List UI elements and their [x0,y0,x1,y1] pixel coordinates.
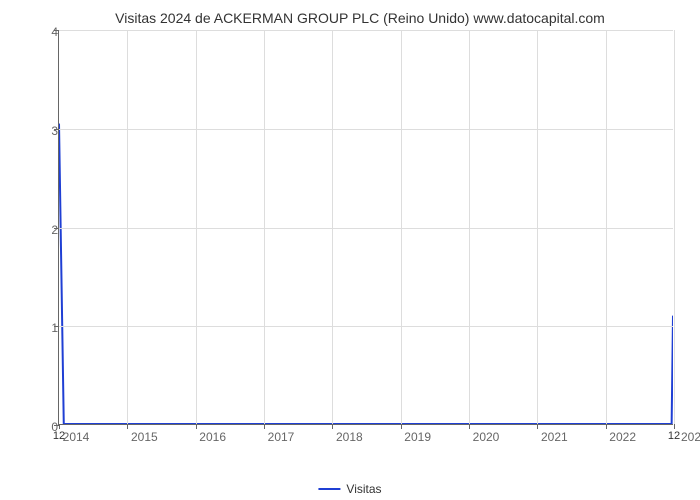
x-tick-mark [537,424,538,429]
y-tick-label: 0 [28,420,58,434]
x-tick-mark [196,424,197,429]
x-tick-mark [469,424,470,429]
x-tick-label: 2015 [131,430,158,444]
x-tick-mark [332,424,333,429]
grid-h [59,326,673,327]
legend: Visitas [318,482,381,496]
x-tick-mark [674,424,675,429]
plot-inner: 1212 [58,30,673,425]
chart-title: Visitas 2024 de ACKERMAN GROUP PLC (Rein… [40,10,680,26]
grid-h [59,30,673,31]
x-tick-label: 2021 [541,430,568,444]
x-tick-label: 2014 [63,430,90,444]
x-tick-label: 202 [681,430,700,444]
x-tick-label: 2019 [404,430,431,444]
x-tick-mark [127,424,128,429]
x-tick-mark [401,424,402,429]
y-tick-label: 3 [28,124,58,138]
grid-h [59,228,673,229]
x-tick-label: 2017 [268,430,295,444]
x-tick-label: 2020 [473,430,500,444]
grid-h [59,129,673,130]
y-tick-label: 4 [28,25,58,39]
plot-area: 1212 20142015201620172018201920202021202… [58,30,673,425]
x-tick-mark [606,424,607,429]
y-tick-label: 2 [28,223,58,237]
point-label: 12 [668,430,680,442]
x-tick-mark [264,424,265,429]
chart-container: Visitas 2024 de ACKERMAN GROUP PLC (Rein… [40,10,680,450]
x-tick-label: 2016 [199,430,226,444]
legend-swatch [318,488,340,490]
x-tick-label: 2018 [336,430,363,444]
legend-label: Visitas [346,482,381,496]
grid-v [674,30,675,424]
y-tick-label: 1 [28,321,58,335]
x-tick-mark [59,424,60,429]
x-tick-label: 2022 [609,430,636,444]
